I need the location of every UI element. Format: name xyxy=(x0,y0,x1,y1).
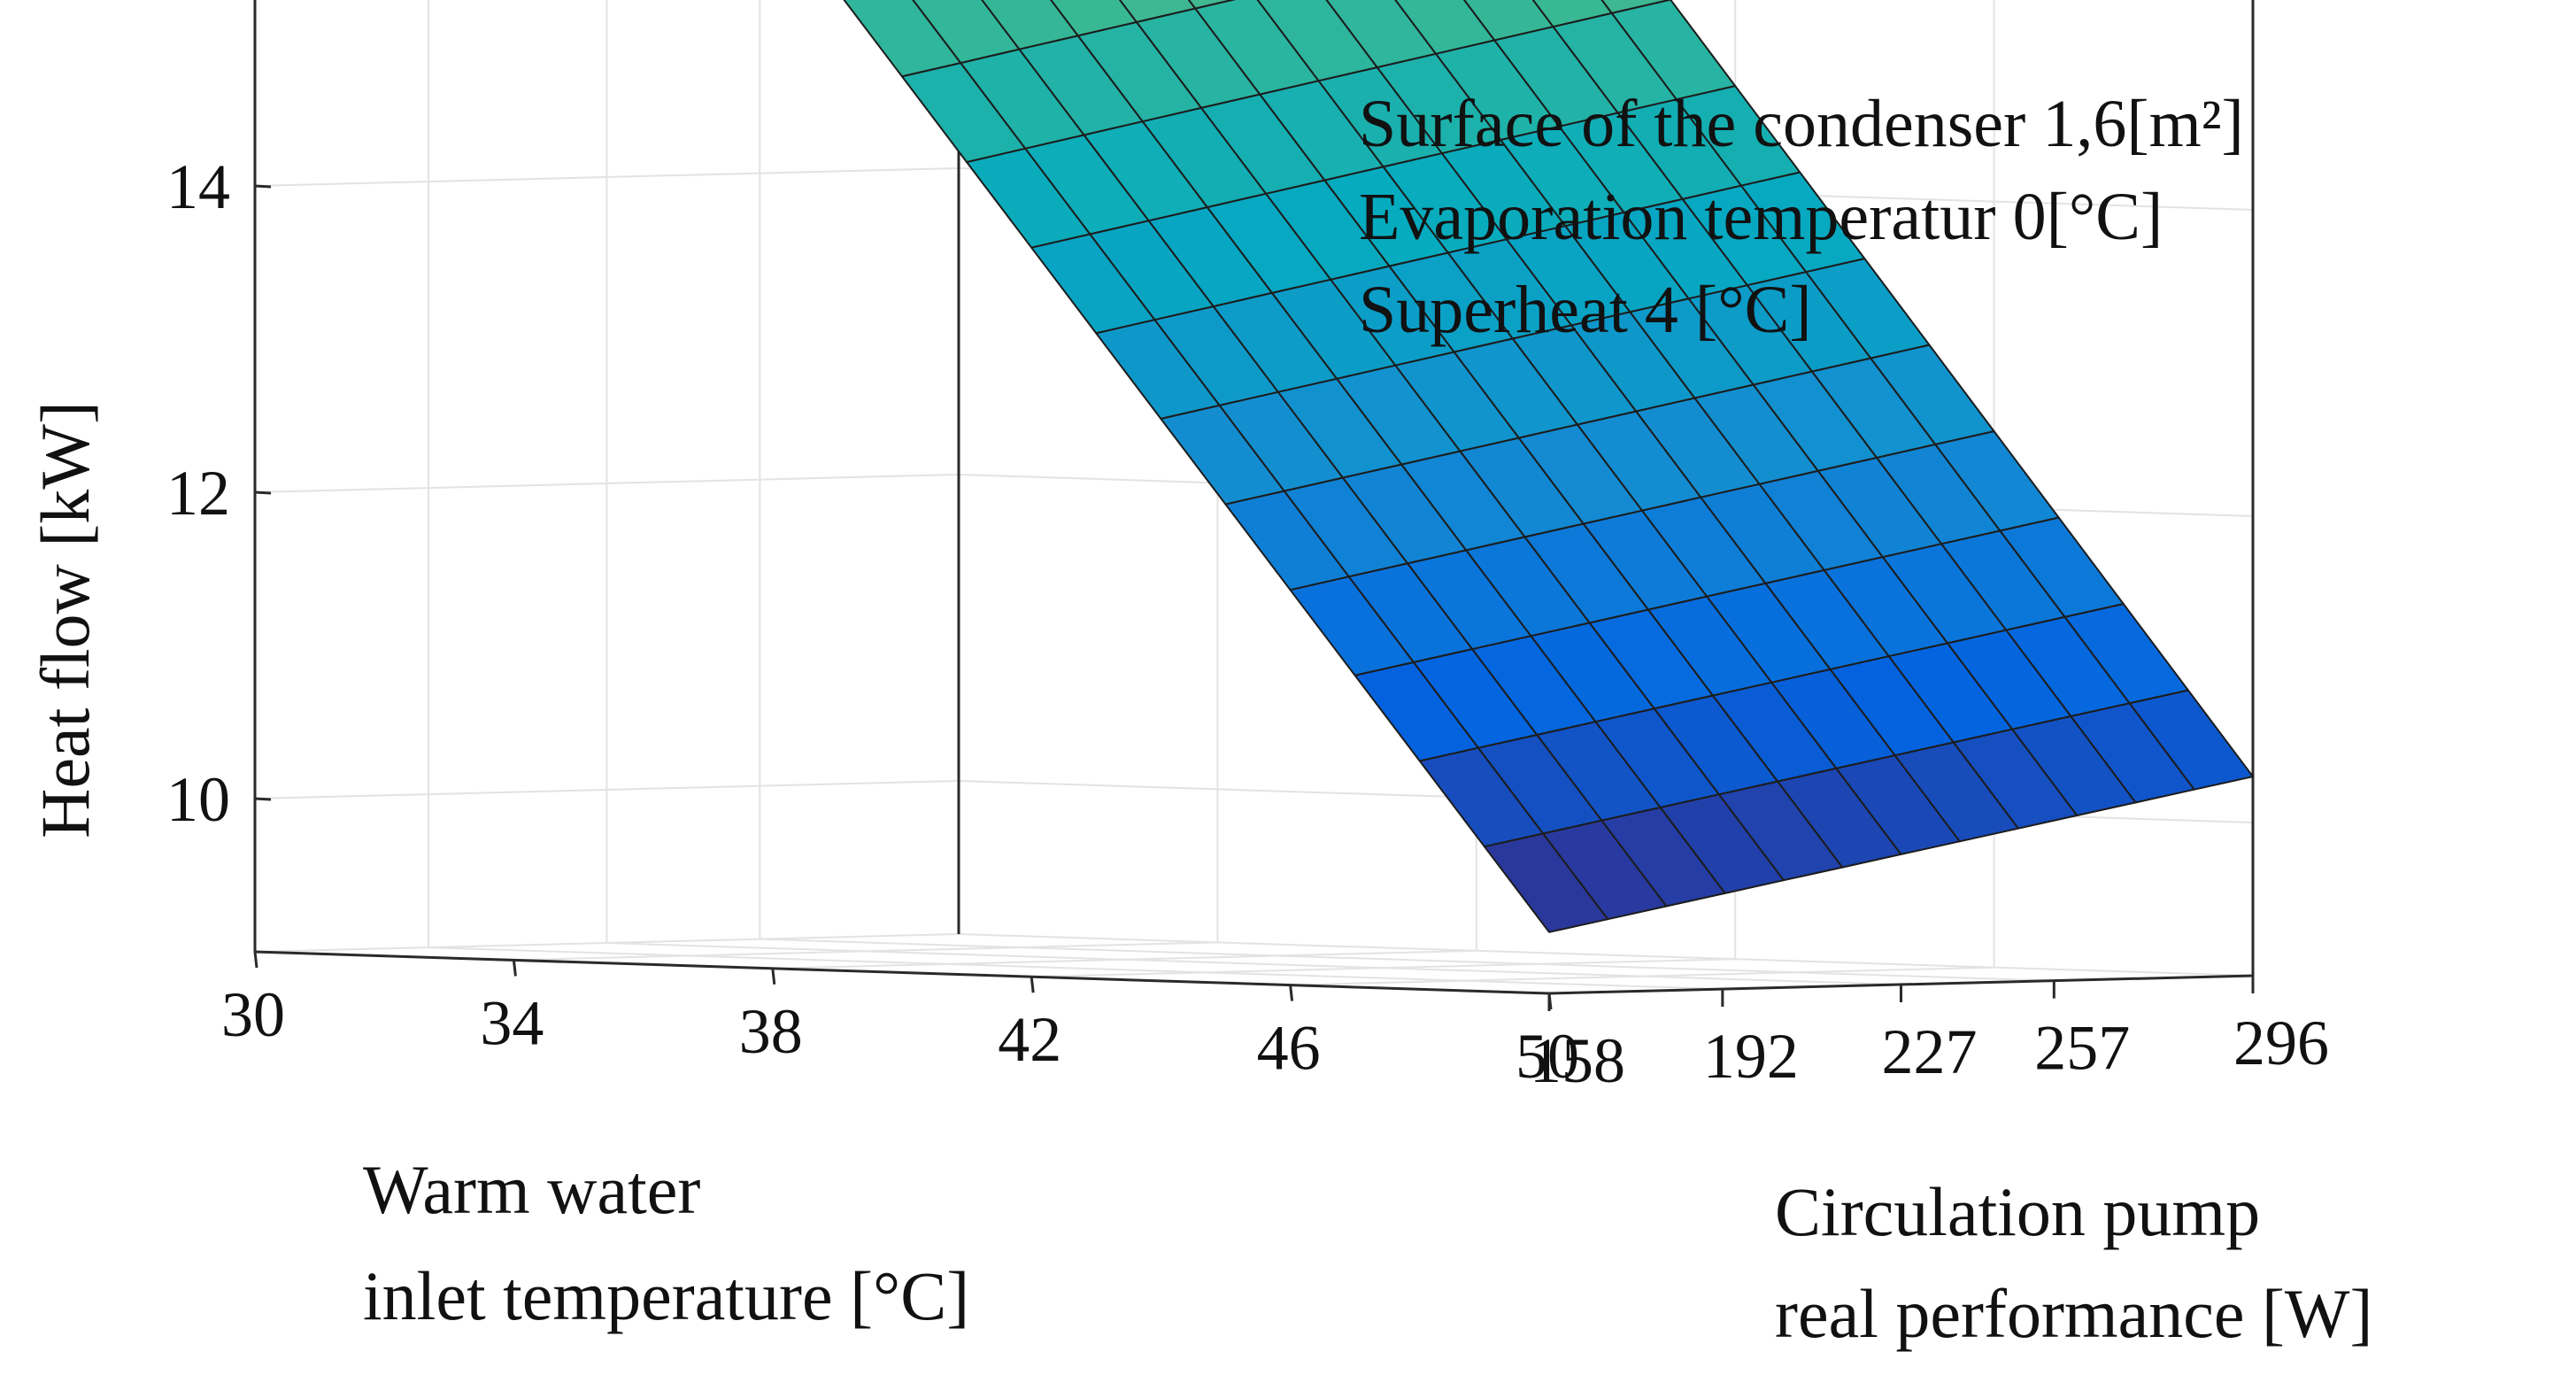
grid-line-floor-y-3 xyxy=(760,938,2055,982)
z-tick-label-2: 14 xyxy=(166,151,230,222)
annotation-condenser: Surface of the condenser 1,6[m²] xyxy=(1359,87,2244,161)
x-tick-label-5: 50 xyxy=(1516,1021,1579,1092)
grid-line-floor-y-4 xyxy=(958,933,2254,977)
surface-mesh xyxy=(843,0,2254,933)
y-tick-label-2: 227 xyxy=(1882,1016,1978,1087)
surface-patch-19-11 xyxy=(2128,689,2254,791)
y-tick-label-3: 257 xyxy=(2034,1013,2130,1084)
x-tick-label-2: 38 xyxy=(739,996,803,1067)
x-axis-label-line2: inlet temperature [°C] xyxy=(363,1257,969,1334)
grid-line-floor-y-1 xyxy=(428,946,1723,991)
z-tick-mark-1 xyxy=(254,491,272,495)
x-axis-line xyxy=(254,950,1550,995)
x-tick-label-0: 30 xyxy=(221,979,285,1050)
grid-line-floor-y-2 xyxy=(606,942,1901,985)
x-tick-mark-0 xyxy=(253,951,258,969)
x-tick-label-4: 46 xyxy=(1257,1013,1321,1084)
z-axis-label: Heat flow [kW] xyxy=(27,401,104,838)
z-tick-label-1: 12 xyxy=(166,458,230,529)
y-tick-label-1: 192 xyxy=(1703,1021,1799,1092)
y-tick-label-4: 296 xyxy=(2233,1008,2329,1078)
x-tick-mark-4 xyxy=(1289,985,1294,1001)
z-tick-label-0: 10 xyxy=(166,764,230,835)
x-tick-mark-1 xyxy=(512,960,517,977)
x-tick-mark-3 xyxy=(1030,977,1035,993)
z-tick-mark-2 xyxy=(254,184,272,189)
y-axis-label-line1: Circulation pump xyxy=(1775,1173,2260,1250)
z-tick-mark-0 xyxy=(254,797,272,801)
tick-labels: 303438424650158192227257296101214161810 xyxy=(166,151,2329,1096)
y-tick-label-0: 158 xyxy=(1530,1025,1625,1096)
annotation-superheat: Superheat 4 [°C] xyxy=(1359,273,1812,347)
x-tick-mark-2 xyxy=(771,968,776,985)
x-axis-label-line1: Warm water xyxy=(363,1151,700,1228)
y-axis-label-line2: real performance [W] xyxy=(1775,1275,2373,1352)
annotation-evaporation: Evaporation temperatur 0[°C] xyxy=(1359,180,2163,254)
x-tick-label-1: 34 xyxy=(480,987,544,1058)
x-tick-label-3: 42 xyxy=(998,1004,1061,1075)
